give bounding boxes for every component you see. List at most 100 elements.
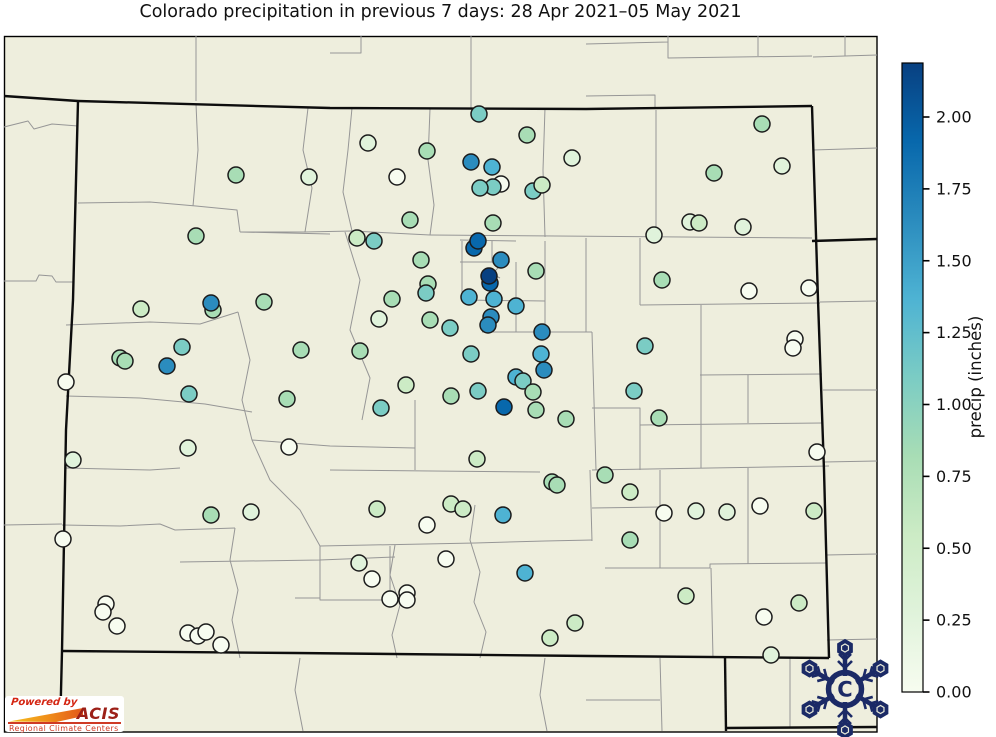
station-point	[518, 126, 536, 144]
colorbar-tick-label: 2.00	[936, 108, 972, 127]
station-point	[421, 311, 439, 329]
station-point	[557, 410, 575, 428]
station-point	[533, 323, 551, 341]
snowflake-arm	[855, 693, 889, 719]
station-point	[705, 164, 723, 182]
station-point	[535, 361, 553, 379]
station-point	[753, 115, 771, 133]
acis-name-label: ACIS	[76, 704, 120, 723]
station-point	[650, 409, 668, 427]
acis-arrow-icon	[9, 708, 83, 722]
station-point	[621, 531, 639, 549]
station-point	[412, 251, 430, 269]
station-point	[734, 218, 752, 236]
colorbar-axis-label: precip (inches)	[966, 316, 985, 439]
chart-title: Colorado precipitation in previous 7 day…	[139, 2, 742, 22]
station-point	[350, 554, 368, 572]
station-point	[527, 262, 545, 280]
station-point	[278, 390, 296, 408]
station-point	[718, 503, 736, 521]
station-point	[755, 608, 773, 626]
station-point	[132, 300, 150, 318]
station-point	[292, 341, 310, 359]
station-point	[348, 229, 366, 247]
station-point	[808, 443, 826, 461]
station-point	[485, 290, 503, 308]
snowflake-arm	[837, 638, 853, 676]
station-point	[397, 376, 415, 394]
station-point	[533, 176, 551, 194]
station-point	[370, 310, 388, 328]
station-point	[437, 550, 455, 568]
station-point	[625, 382, 643, 400]
acis-powered-by-label: Powered by	[10, 697, 78, 708]
station-point	[621, 483, 639, 501]
station-point	[54, 530, 72, 548]
station-point	[460, 288, 478, 306]
snowflake-logo: C	[801, 638, 889, 737]
state-boundaries	[3, 94, 878, 732]
colorbar-tick-label: 0.00	[936, 683, 972, 702]
station-point	[784, 339, 802, 357]
station-point	[180, 385, 198, 403]
station-point	[441, 319, 459, 337]
station-point	[300, 168, 318, 186]
station-point	[524, 383, 542, 401]
station-point	[280, 438, 298, 456]
station-point	[655, 504, 673, 522]
station-point	[401, 211, 419, 229]
station-point	[454, 500, 472, 518]
station-point	[462, 345, 480, 363]
station-point	[687, 502, 705, 520]
station-point	[494, 506, 512, 524]
county-boundaries	[3, 36, 878, 732]
station-point	[690, 214, 708, 232]
colorbar-tick-label: 0.25	[936, 611, 972, 630]
station-point	[363, 570, 381, 588]
colorbar-tick-label: 0.50	[936, 539, 972, 558]
station-point	[527, 401, 545, 419]
station-point	[470, 105, 488, 123]
snowflake-ring	[825, 669, 865, 709]
station-point	[469, 232, 487, 250]
station-point	[462, 153, 480, 171]
station-point	[197, 623, 215, 641]
station-point	[173, 338, 191, 356]
station-point	[368, 500, 386, 518]
colorbar-tick-label: 0.75	[936, 467, 972, 486]
station-point	[64, 451, 82, 469]
station-point	[57, 373, 75, 391]
station-point	[532, 345, 550, 363]
station-point	[483, 158, 501, 176]
colorbar	[901, 62, 924, 693]
station-point	[548, 476, 566, 494]
station-point	[541, 629, 559, 647]
station-point	[94, 603, 112, 621]
station-point	[677, 587, 695, 605]
station-point	[179, 439, 197, 457]
colorbar-ticks: 0.00 0.25 0.50 0.75 1.00 1.25 1.50 1.75 2.00	[923, 108, 972, 702]
acis-divider	[8, 722, 121, 724]
station-point	[653, 271, 671, 289]
map-frame	[3, 35, 878, 733]
station-point	[636, 337, 654, 355]
snowflake-letter: C	[837, 678, 852, 702]
station-point	[495, 398, 513, 416]
station-point	[484, 214, 502, 232]
station-point	[417, 284, 435, 302]
station-point	[645, 226, 663, 244]
station-point	[116, 352, 134, 370]
station-point	[516, 564, 534, 582]
station-point	[740, 282, 758, 300]
station-point	[202, 506, 220, 524]
station-point	[469, 382, 487, 400]
station-point	[480, 267, 498, 285]
station-point	[762, 646, 780, 664]
station-point	[492, 251, 510, 269]
acis-subtitle-label: Regional Climate Centers	[9, 723, 119, 733]
acis-logo: Powered by ACIS Regional Climate Centers	[5, 696, 124, 733]
station-point	[108, 617, 126, 635]
station-point	[187, 227, 205, 245]
